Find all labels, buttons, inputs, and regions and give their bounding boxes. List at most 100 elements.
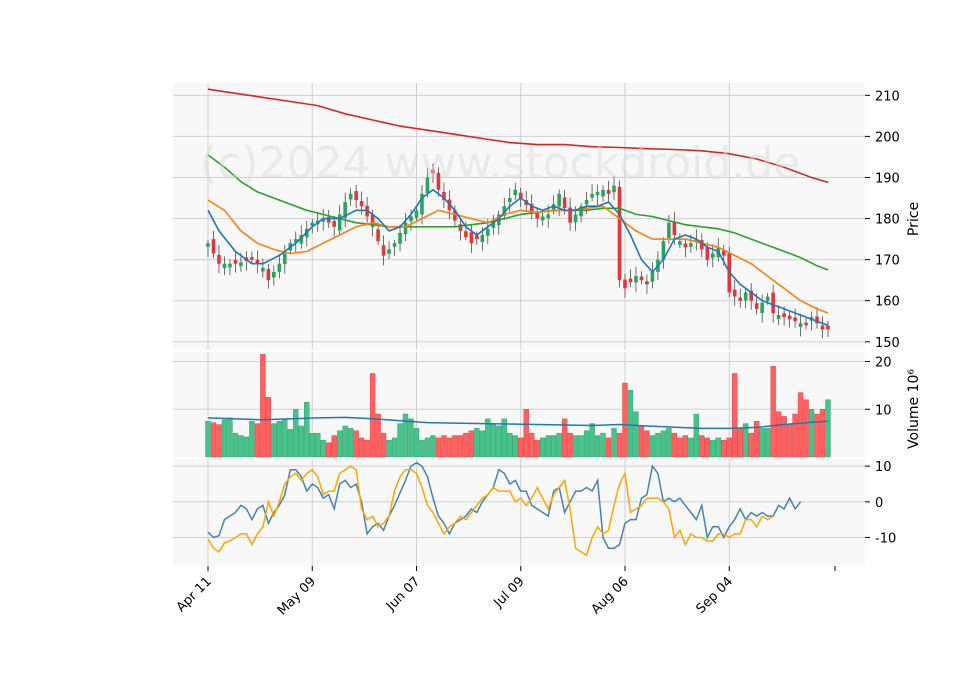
volume-average-line: [207, 416, 829, 430]
volume-bar: [260, 354, 266, 458]
volume-bar: [589, 423, 595, 458]
volume-bar: [446, 437, 453, 458]
candle-body: [743, 292, 748, 301]
volume-bar: [490, 423, 496, 458]
candle-body: [239, 262, 243, 267]
volume-bar: [243, 436, 250, 458]
candle-body: [486, 228, 490, 236]
candle-body: [299, 234, 304, 244]
volume-bar: [205, 421, 211, 458]
candle-body: [436, 172, 441, 190]
volume-bar: [271, 423, 277, 458]
volume-ytick-label: 20: [875, 356, 892, 371]
volume-bar: [710, 440, 716, 458]
volume-bar: [583, 430, 590, 458]
volume-bar: [369, 373, 376, 458]
candle-body: [507, 198, 512, 202]
candle-body: [272, 271, 276, 278]
candle-body: [255, 259, 260, 264]
candle-body: [710, 253, 715, 258]
volume-bar: [743, 423, 749, 458]
price-ytick-label: 170: [875, 254, 900, 269]
volume-bar: [545, 435, 551, 458]
candle-body: [464, 231, 468, 238]
volume-bar: [315, 432, 321, 458]
volume-bar: [463, 432, 469, 458]
volume-bar: [819, 409, 826, 458]
volume-bar: [704, 437, 710, 458]
candle-body: [793, 317, 797, 322]
volume-bar: [386, 440, 392, 458]
volume-bar: [468, 430, 475, 458]
candle-body: [584, 200, 589, 205]
candle-body: [293, 239, 298, 243]
candle-body: [551, 204, 556, 211]
candle-body: [266, 268, 271, 281]
candle-body: [359, 201, 364, 207]
candle-body: [765, 296, 770, 301]
volume-bar: [254, 423, 261, 458]
candle-body: [672, 221, 677, 235]
volume-bar: [474, 428, 480, 458]
candle-body: [804, 322, 808, 326]
candle-body: [820, 325, 825, 330]
candle-body: [705, 247, 710, 260]
volume-bar: [326, 442, 332, 458]
volume-bar: [512, 435, 518, 458]
ma-200-line: [207, 88, 829, 184]
candle-body: [343, 202, 347, 218]
candle-body: [502, 206, 507, 216]
candle-body: [326, 216, 331, 223]
volume-bar: [375, 413, 381, 458]
volume-bar: [282, 418, 288, 458]
candle-body: [776, 315, 781, 319]
candle-body: [310, 222, 315, 226]
volume-bar: [216, 424, 222, 458]
volume-bar: [221, 419, 228, 458]
price-ytick-label: 150: [875, 336, 900, 351]
candle-body: [771, 292, 775, 314]
candle-body: [337, 214, 342, 231]
price-ytick-label: 200: [875, 130, 900, 145]
candle-body: [518, 192, 523, 199]
candle-body: [595, 191, 600, 196]
volume-bar: [726, 437, 732, 458]
volume-bar: [655, 432, 661, 458]
volume-bar: [540, 437, 546, 458]
volume-bar: [380, 432, 387, 458]
volume-ytick-label: 10: [875, 403, 892, 418]
ma-short-line: [207, 188, 829, 327]
candle-body: [475, 235, 479, 240]
macd-ytick-label: 0: [875, 496, 883, 511]
macd-line: [207, 461, 802, 549]
volume-bar: [622, 382, 628, 458]
volume-bar: [594, 435, 601, 458]
candle-body: [760, 302, 764, 314]
volume-bar: [578, 435, 584, 458]
volume-bar: [611, 428, 617, 458]
candle-body: [453, 210, 457, 221]
volume-bar: [430, 435, 436, 458]
volume-bar: [397, 423, 403, 458]
volume-bar: [534, 440, 540, 458]
volume-bar: [737, 428, 743, 458]
volume-bar: [342, 425, 348, 458]
candle-body: [546, 214, 550, 219]
volume-bar: [402, 413, 409, 458]
ma-mid-line: [207, 199, 829, 314]
volume-bar: [803, 399, 809, 458]
volume-bar: [518, 437, 524, 458]
candle-body: [738, 297, 743, 301]
candle-body: [815, 316, 819, 324]
volume-bar: [814, 413, 820, 458]
volume-bar: [347, 428, 354, 458]
volume-bar: [457, 435, 464, 458]
candle-body: [425, 177, 430, 194]
volume-bar: [485, 418, 491, 458]
volume-bar: [210, 422, 217, 458]
candle-body: [606, 189, 611, 194]
volume-bar: [227, 417, 233, 458]
candle-body: [754, 303, 759, 309]
candle-body: [529, 203, 534, 212]
